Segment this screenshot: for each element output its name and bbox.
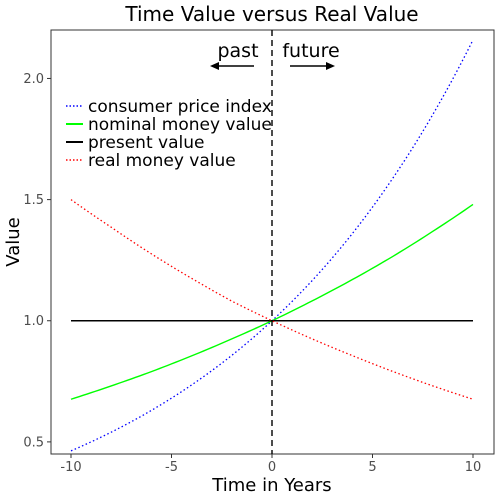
plot-area [50,29,495,455]
legend-label-1: nominal money value [88,115,272,135]
x-tick-label: -10 [60,460,81,475]
x-tick-label: 0 [268,460,276,475]
y-axis-title: Value [3,217,24,266]
x-axis: -10 -5 0 5 10 [60,454,481,475]
y-tick-label: 2.0 [23,72,44,87]
y-tick-label: 1.5 [23,193,44,208]
legend-label-3: real money value [88,151,236,171]
series-line-3 [70,199,474,400]
y-tick-label: 0.5 [23,435,44,450]
x-tick-label: 5 [368,460,376,475]
past-label: past [217,40,258,62]
chart-title: Time Value versus Real Value [124,2,418,26]
x-tick-label: -5 [165,460,178,475]
y-axis: 0.5 1.0 1.5 2.0 [23,72,51,450]
past-arrowhead [210,62,219,70]
x-tick-label: 10 [465,460,482,475]
future-label: future [282,40,339,62]
legend-label-2: present value [88,133,204,153]
x-axis-title: Time in Years [211,475,331,496]
future-arrowhead [326,62,335,70]
y-tick-label: 1.0 [23,314,44,329]
annotations: past future [210,40,340,70]
legend-label-0: consumer price index [88,97,272,117]
